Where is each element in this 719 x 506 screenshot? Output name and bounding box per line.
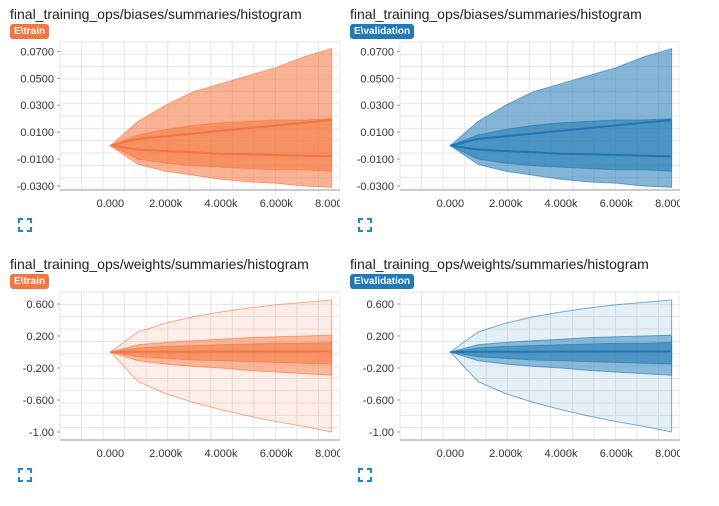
- y-tick-label: -1.00: [369, 427, 394, 439]
- x-tick-label: 6.000k: [600, 448, 634, 460]
- x-tick-label: 6.000k: [260, 448, 294, 460]
- y-tick-label: 0.600: [26, 299, 54, 311]
- fullscreen-expand-icon[interactable]: [358, 468, 372, 482]
- y-tick-label: 0.600: [366, 299, 394, 311]
- histogram-card: final_training_ops/weights/summaries/his…: [340, 250, 680, 490]
- histogram-band: [110, 341, 333, 365]
- x-tick-label: 0.000: [97, 448, 125, 460]
- x-tick-label: 6.000k: [600, 198, 634, 210]
- x-tick-label: 8.000k: [315, 198, 340, 210]
- x-tick-label: 2.000k: [489, 198, 523, 210]
- y-tick-label: -0.0100: [357, 154, 394, 166]
- histogram-band: [450, 341, 673, 365]
- y-tick-label: -0.600: [363, 395, 394, 407]
- y-tick-label: -1.00: [29, 427, 54, 439]
- y-tick-label: 0.0300: [20, 100, 54, 112]
- x-tick-label: 2.000k: [149, 198, 183, 210]
- y-tick-label: -0.0100: [17, 154, 54, 166]
- run-badge: E\train: [10, 24, 50, 39]
- x-tick-label: 0.000: [437, 448, 465, 460]
- run-badge: E\train: [10, 274, 50, 289]
- card-title: final_training_ops/biases/summaries/hist…: [10, 6, 302, 22]
- y-tick-label: -0.600: [23, 395, 54, 407]
- histogram-chart: 0.600 0.200 -0.200 -0.600 -1.00 0.000 2.000k 4.…: [363, 291, 680, 460]
- y-tick-label: 0.0100: [360, 127, 394, 139]
- histogram-median-line: [110, 144, 332, 158]
- x-tick-label: 0.000: [437, 198, 465, 210]
- y-tick-label: 0.0500: [20, 73, 54, 85]
- x-tick-label: 4.000k: [204, 448, 238, 460]
- x-tick-label: 4.000k: [204, 198, 238, 210]
- y-tick-label: 0.0500: [360, 73, 394, 85]
- card-title: final_training_ops/weights/summaries/his…: [10, 256, 309, 272]
- histogram-chart: 0.0700 0.0500 0.0300 0.0100 -0.0100 -0.0300 0.…: [17, 41, 340, 210]
- run-badge: E\validation: [350, 24, 415, 39]
- y-tick-label: 0.200: [366, 331, 394, 343]
- x-tick-label: 6.000k: [260, 198, 294, 210]
- y-tick-label: 0.0100: [20, 127, 54, 139]
- x-tick-label: 8.000k: [315, 448, 340, 460]
- x-tick-label: 4.000k: [544, 448, 578, 460]
- histogram-median-line: [110, 350, 332, 353]
- histogram-chart: 0.0700 0.0500 0.0300 0.0100 -0.0100 -0.0300 0.…: [357, 41, 680, 210]
- y-tick-label: 0.0700: [20, 46, 54, 58]
- y-tick-label: -0.0300: [17, 181, 54, 193]
- fullscreen-expand-icon[interactable]: [18, 218, 32, 232]
- y-tick-label: 0.200: [26, 331, 54, 343]
- histogram-card: final_training_ops/biases/summaries/hist…: [0, 0, 340, 240]
- fullscreen-expand-icon[interactable]: [358, 218, 372, 232]
- histogram-median-line: [450, 119, 672, 147]
- histogram-median-line: [450, 350, 672, 353]
- run-badge: E\validation: [350, 274, 415, 289]
- x-tick-label: 2.000k: [149, 448, 183, 460]
- y-tick-label: -0.0300: [357, 181, 394, 193]
- x-tick-label: 4.000k: [544, 198, 578, 210]
- x-tick-label: 2.000k: [489, 448, 523, 460]
- y-tick-label: -0.200: [23, 363, 54, 375]
- y-tick-label: 0.0300: [360, 100, 394, 112]
- histogram-band: [449, 118, 673, 172]
- x-tick-label: 8.000k: [655, 198, 680, 210]
- histogram-median-line: [110, 119, 332, 147]
- histogram-band: [109, 118, 333, 172]
- histogram-median-line: [450, 144, 672, 158]
- x-tick-label: 0.000: [97, 198, 125, 210]
- card-title: final_training_ops/biases/summaries/hist…: [350, 6, 642, 22]
- x-tick-label: 8.000k: [655, 448, 680, 460]
- y-tick-label: 0.0700: [360, 46, 394, 58]
- y-tick-label: -0.200: [363, 363, 394, 375]
- histogram-card: final_training_ops/weights/summaries/his…: [0, 250, 340, 490]
- card-title: final_training_ops/weights/summaries/his…: [350, 256, 649, 272]
- histogram-chart: 0.600 0.200 -0.200 -0.600 -1.00 0.000 2.000k 4.…: [23, 291, 340, 460]
- histogram-card: final_training_ops/biases/summaries/hist…: [340, 0, 680, 240]
- fullscreen-expand-icon[interactable]: [18, 468, 32, 482]
